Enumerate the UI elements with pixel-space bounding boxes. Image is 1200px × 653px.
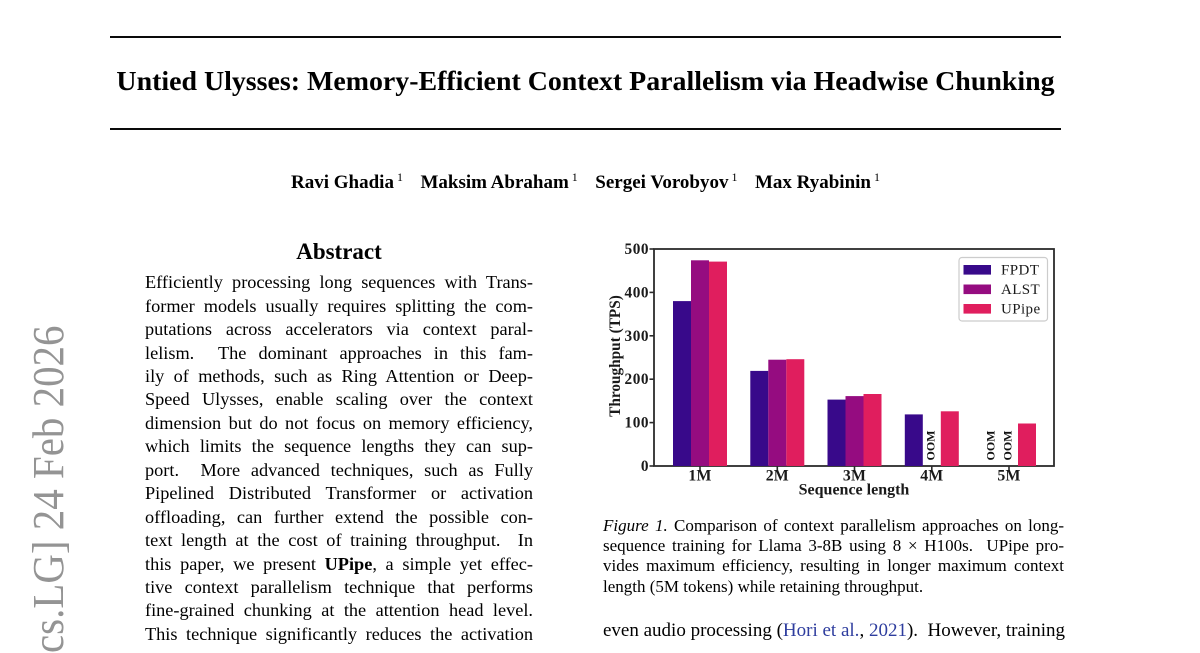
svg-text:400: 400 xyxy=(625,284,649,301)
svg-text:ALST: ALST xyxy=(1001,282,1040,298)
svg-text:Sequence length: Sequence length xyxy=(799,482,910,499)
svg-text:3M: 3M xyxy=(843,468,866,485)
svg-text:0: 0 xyxy=(641,458,649,475)
svg-text:OOM: OOM xyxy=(984,431,998,461)
svg-text:500: 500 xyxy=(625,241,649,258)
svg-text:2M: 2M xyxy=(766,468,789,485)
svg-text:FPDT: FPDT xyxy=(1001,263,1039,279)
svg-text:200: 200 xyxy=(625,371,649,388)
svg-text:UPipe: UPipe xyxy=(1001,302,1041,318)
svg-text:4M: 4M xyxy=(920,468,943,485)
svg-text:100: 100 xyxy=(625,415,649,432)
svg-text:Throughput (TPS): Throughput (TPS) xyxy=(607,295,624,417)
svg-text:300: 300 xyxy=(625,328,649,345)
svg-text:1M: 1M xyxy=(688,468,711,485)
svg-text:5M: 5M xyxy=(997,468,1020,485)
svg-text:OOM: OOM xyxy=(1001,431,1015,461)
svg-text:OOM: OOM xyxy=(924,431,938,461)
